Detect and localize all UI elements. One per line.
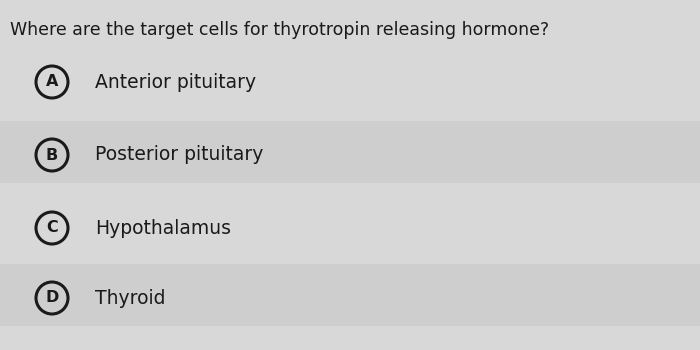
Bar: [0, 48, 700, 110]
Bar: [0, 121, 700, 183]
Bar: [0, 194, 700, 256]
Text: Posterior pituitary: Posterior pituitary: [95, 146, 263, 164]
Text: A: A: [46, 75, 58, 90]
Text: Hypothalamus: Hypothalamus: [95, 218, 231, 238]
Bar: [0, 264, 700, 326]
Text: D: D: [46, 290, 59, 306]
Text: Anterior pituitary: Anterior pituitary: [95, 72, 256, 91]
Text: Thyroid: Thyroid: [95, 288, 165, 308]
Text: B: B: [46, 147, 58, 162]
Text: Where are the target cells for thyrotropin releasing hormone?: Where are the target cells for thyrotrop…: [10, 21, 549, 39]
Text: C: C: [46, 220, 58, 236]
